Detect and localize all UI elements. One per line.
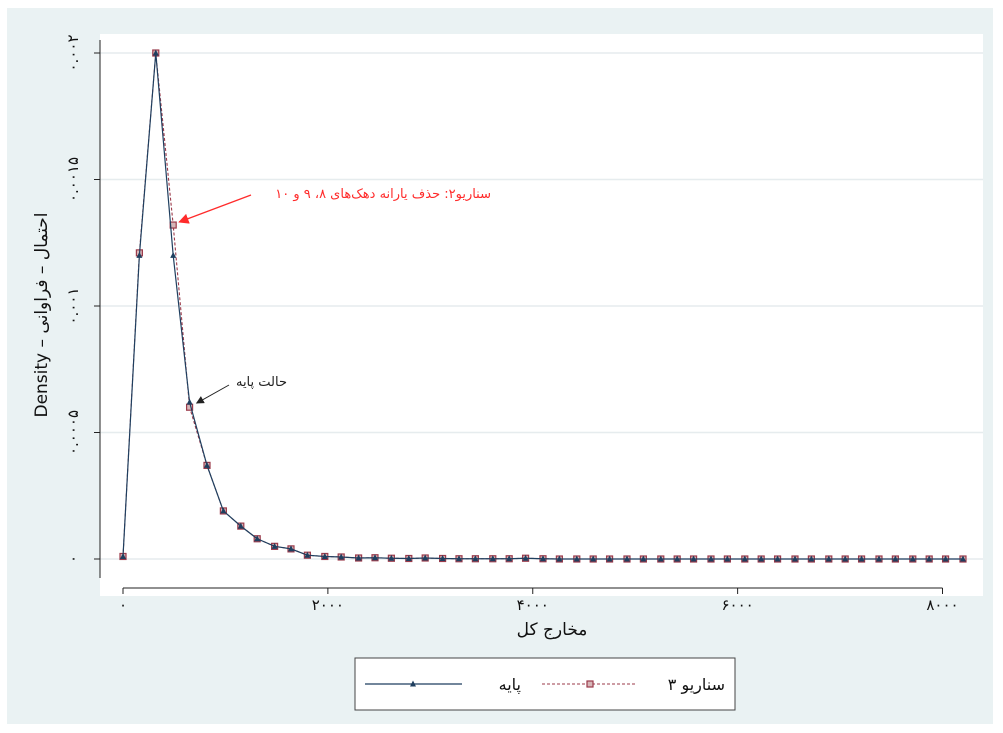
annotation-arrow-base [195, 384, 230, 404]
base-point [489, 555, 496, 562]
x-axis-title: مخارج کل [517, 620, 588, 640]
base-point [220, 507, 227, 514]
base-point [690, 555, 697, 562]
x-tick-label: ۴۰۰۰ [517, 596, 549, 614]
base-point [875, 555, 882, 562]
base-point [136, 251, 143, 258]
base-point [758, 555, 765, 562]
base-point [724, 555, 731, 562]
base-point [371, 554, 378, 561]
base-point [405, 554, 412, 561]
legend-label-base: پایه [499, 675, 521, 695]
base-point [271, 542, 278, 549]
base-point [539, 555, 546, 562]
base-point [237, 522, 244, 529]
annotation-base: حالت پایه [236, 375, 287, 390]
base-point [203, 461, 210, 468]
base-point [909, 555, 916, 562]
legend-label-scenario3: سناریو ۳ [668, 675, 725, 695]
base-point [388, 554, 395, 561]
base-point [842, 555, 849, 562]
base-point [439, 554, 446, 561]
base-point [959, 555, 966, 562]
base-point [506, 555, 513, 562]
legend-marker-base [410, 680, 416, 687]
x-tick-label: ۲۰۰۰ [312, 596, 344, 614]
annotation-arrow-scenario2 [178, 194, 252, 224]
base-point [926, 555, 933, 562]
x-tick-label: ۸۰۰۰ [926, 596, 958, 614]
base-point [556, 555, 563, 562]
base-point [455, 555, 462, 562]
x-tick-label: ۶۰۰۰ [722, 596, 754, 614]
base-point [774, 555, 781, 562]
base-point [422, 554, 429, 561]
y-tick-label: ۰ [64, 555, 82, 563]
base-point [152, 49, 159, 56]
base-point [304, 551, 311, 558]
y-tick-label: ۰.۰۰۱۵ [64, 157, 82, 202]
base-point [892, 555, 899, 562]
chart-figure: ۰ ۰.۰۰۰۵ ۰.۰۰۱ ۰.۰۰۱۵ ۰.۰۰۲ ۰ ۲۰۰۰ ۴۰۰۰ ۶۰۰۰ ۸۰۰۰… [7, 8, 993, 724]
base-point [674, 555, 681, 562]
base-point [707, 555, 714, 562]
base-point [472, 555, 479, 562]
density-chart: ۰ ۰.۰۰۰۵ ۰.۰۰۱ ۰.۰۰۱۵ ۰.۰۰۲ ۰ ۲۰۰۰ ۴۰۰۰ ۶۰۰۰ ۸۰۰۰… [32, 34, 983, 711]
x-tick-label: ۰ [119, 596, 127, 614]
base-point [657, 555, 664, 562]
base-point [741, 555, 748, 562]
base-point [186, 398, 193, 405]
base-point [321, 552, 328, 559]
base-point [606, 555, 613, 562]
legend: پایه سناریو ۳ [354, 657, 736, 711]
base-point [791, 555, 798, 562]
base-point [942, 555, 949, 562]
y-tick-label: ۰.۰۰۱ [64, 288, 82, 325]
base-point [825, 555, 832, 562]
base-point [120, 552, 126, 559]
base-point [640, 555, 647, 562]
base-point [170, 251, 177, 258]
y-axis-title: Density – احتمال – فراوانی [32, 212, 52, 417]
annotation-scenario2: سناریو۲: حذف یارانه دهک‌های ۸، ۹ و ۱۰ [275, 187, 491, 202]
base-point [355, 554, 362, 561]
base-point [338, 553, 345, 560]
y-tick-label: ۰.۰۰۲ [64, 35, 82, 72]
plot-area [100, 34, 983, 596]
base-point [623, 555, 630, 562]
base-point [858, 555, 865, 562]
base-point [287, 545, 294, 552]
y-tick-label: ۰.۰۰۰۵ [64, 410, 82, 455]
base-point [808, 555, 815, 562]
base-point [573, 555, 580, 562]
base-point [254, 535, 261, 542]
base-point [522, 554, 529, 561]
base-point [590, 555, 597, 562]
legend-marker-scenario3 [586, 680, 594, 688]
